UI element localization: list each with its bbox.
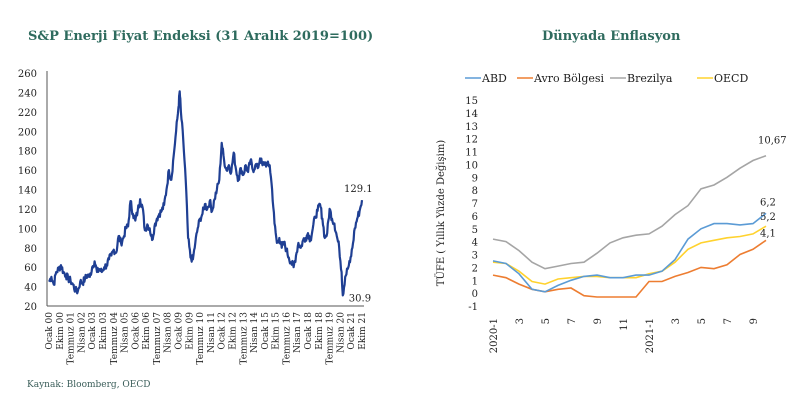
x-tick-label: 9 <box>749 318 760 324</box>
x-tick-label: Nisan 05 <box>121 312 131 353</box>
x-tick-label: Ocak 00 <box>45 312 55 350</box>
y-tick-label: 4 <box>472 238 478 249</box>
x-tick-label: Temmuz 13 <box>239 312 249 365</box>
annotation-min-value: 30.9 <box>349 293 371 304</box>
y-axis-label: TÜFE ( Yıllık Yüzde Değişim) <box>435 140 447 287</box>
series-line-oecd <box>492 225 767 285</box>
x-tick-label: 3 <box>515 318 526 324</box>
y-tick-label: 0 <box>472 289 478 300</box>
x-tick-label: 2021-1 <box>645 318 656 353</box>
x-tick-label: Ekim 09 <box>185 312 195 350</box>
x-tick-label: 7 <box>567 318 578 324</box>
x-tick-label: Ekim 15 <box>272 312 282 350</box>
x-tick-label: Nisan 08 <box>164 312 174 353</box>
x-tick-label: 11 <box>619 318 630 331</box>
y-tick-label: 260 <box>18 69 37 80</box>
y-tick-label: 180 <box>18 147 37 158</box>
x-tick-label: Nisan 11 <box>207 312 217 353</box>
y-tick-label: 20 <box>24 302 37 313</box>
y-tick-label: 220 <box>18 108 37 119</box>
x-tick-label: Ekim 06 <box>142 312 152 350</box>
annotation-end-value: 10,67 <box>758 136 787 147</box>
y-tick-label: 7 <box>472 199 478 210</box>
y-tick-label: 1 <box>472 276 478 287</box>
legend-label: Avro Bölgesi <box>533 72 605 85</box>
x-tick-label: Temmuz 19 <box>326 312 336 365</box>
x-tick-label: Ocak 06 <box>131 312 141 350</box>
y-tick-label: 9 <box>472 173 478 184</box>
y-tick-label: 14 <box>465 109 478 120</box>
legend-label: Brezilya <box>627 72 673 85</box>
x-tick-label: Ekim 00 <box>56 312 66 350</box>
series-line-avro-bolgesi <box>492 239 767 298</box>
annotation-end-value: 5,2 <box>760 212 776 223</box>
y-tick-label: 6 <box>472 212 478 223</box>
y-tick-label: 13 <box>465 122 478 133</box>
x-tick-label: Nisan 02 <box>77 312 87 353</box>
x-tick-label: Ocak 12 <box>218 312 228 350</box>
y-tick-label: 120 <box>18 205 37 216</box>
y-tick-label: 3 <box>472 251 478 262</box>
annotation-end-value: 6,2 <box>760 197 776 208</box>
x-tick-label: Ocak 21 <box>347 312 357 350</box>
annotation-end-value: 4,1 <box>760 228 776 239</box>
x-tick-label: Temmuz 01 <box>67 312 77 365</box>
inflation-chart-title: Dünyada Enflasyon <box>542 29 681 44</box>
legend-label: OECD <box>714 72 748 85</box>
x-tick-label: 5 <box>541 318 552 324</box>
y-tick-label: 200 <box>18 127 37 138</box>
energy-index-line <box>48 90 364 297</box>
y-tick-label: 100 <box>18 224 37 235</box>
y-tick-label: 160 <box>18 166 37 177</box>
x-tick-label: Nisan 17 <box>293 312 303 353</box>
energy-chart-title: S&P Enerji Fiyat Endeksi (31 Aralık 2019… <box>28 29 374 44</box>
y-tick-label: 60 <box>24 263 37 274</box>
y-tick-label: 2 <box>472 263 478 274</box>
y-tick-label: 10 <box>465 160 478 171</box>
x-tick-label: Ekim 12 <box>228 312 238 350</box>
y-tick-label: 12 <box>465 135 478 146</box>
y-tick-label: -1 <box>468 302 478 313</box>
x-tick-label: Ocak 03 <box>88 312 98 350</box>
y-tick-label: 140 <box>18 186 37 197</box>
x-tick-label: Ocak 09 <box>175 312 185 350</box>
x-tick-label: Temmuz 04 <box>110 312 120 365</box>
y-tick-label: 8 <box>472 186 478 197</box>
x-tick-label: Nisan 20 <box>336 312 346 353</box>
x-tick-label: 9 <box>593 318 604 324</box>
x-tick-label: 3 <box>671 318 682 324</box>
y-tick-label: 40 <box>24 283 37 294</box>
legend-label: ABD <box>481 72 507 85</box>
annotation-last-value: 129.1 <box>344 184 373 195</box>
x-tick-label: Temmuz 16 <box>282 312 292 365</box>
x-tick-label: Ekim 21 <box>358 312 368 350</box>
source-note: Kaynak: Bloomberg, OECD <box>27 380 151 390</box>
series-line-abd <box>492 212 767 293</box>
x-tick-label: Ocak 18 <box>304 312 314 350</box>
x-tick-label: Temmuz 07 <box>153 312 163 365</box>
x-tick-label: 5 <box>697 318 708 324</box>
y-tick-label: 80 <box>24 244 37 255</box>
y-tick-label: 5 <box>472 225 478 236</box>
x-tick-label: Ekim 18 <box>315 312 325 350</box>
x-tick-label: Temmuz 10 <box>196 312 206 365</box>
x-tick-label: Ekim 03 <box>99 312 109 350</box>
series-line-brezilya <box>492 154 767 270</box>
y-tick-label: 15 <box>465 96 478 107</box>
y-tick-label: 11 <box>465 148 478 159</box>
y-tick-label: 240 <box>18 88 37 99</box>
x-tick-label: Ocak 15 <box>261 312 271 350</box>
x-tick-label: 7 <box>723 318 734 324</box>
x-tick-label: 2020-1 <box>489 318 500 353</box>
x-tick-label: Nisan 14 <box>250 312 260 353</box>
energy-index-chart: 20 40 60 80 100 120 140 160 180 200 220 240 260 Ocak … <box>18 69 373 365</box>
